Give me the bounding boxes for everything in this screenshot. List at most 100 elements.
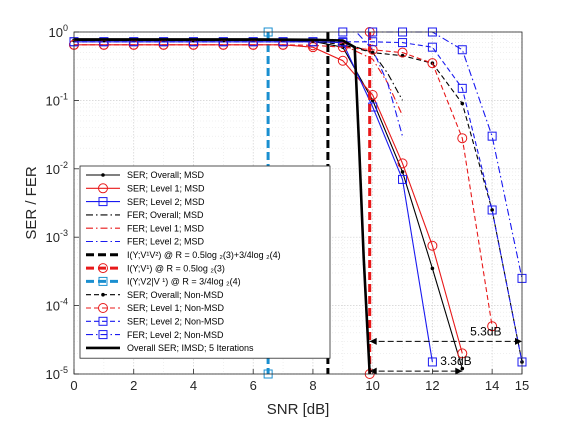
legend-label: SER; Level 1; Non-MSD [127, 303, 225, 313]
legend-label: SER; Level 2; Non-MSD [127, 317, 225, 327]
series-line [74, 38, 371, 375]
series-line [74, 44, 493, 327]
legend-entry: SER; Level 1; MSD [86, 183, 205, 194]
series-marker [248, 37, 258, 47]
series-layer [69, 27, 527, 379]
x-tick-label: 6 [250, 378, 257, 393]
annotation-arrowhead [455, 367, 463, 375]
legend-entry: FER; Level 2; MSD [86, 237, 205, 247]
annotation-label: 5.3dB [470, 324, 501, 338]
legend-label: SER; Overall; MSD [127, 170, 205, 180]
x-axis-label: SNR [dB] [267, 401, 330, 418]
series-marker [370, 50, 375, 55]
legend-label: SER; Level 1; MSD [127, 184, 205, 194]
series-marker [487, 131, 497, 141]
series-marker [427, 58, 438, 69]
legend-entry: FER; Level 2; Non-MSD [86, 330, 224, 340]
legend-entry: I(Y;V¹V²) @ R = 0.5log ₂(3)+3/4log ₂(4) [86, 250, 281, 260]
series-marker [457, 348, 468, 359]
legend-label: FER; Level 1; MSD [127, 223, 205, 233]
y-tick-label: 10-2 [46, 160, 68, 177]
y-tick-label: 10-5 [46, 365, 68, 382]
series-line [342, 42, 403, 101]
legend-entry: FER; Overall; MSD [86, 210, 204, 220]
series-marker [457, 133, 468, 144]
legend-marker [98, 197, 108, 207]
x-tick-label: 0 [70, 378, 77, 393]
legend-marker [98, 276, 108, 286]
legend-marker [98, 263, 108, 274]
legend-label: Overall SER; IMSD; 5 Iterations [127, 343, 254, 353]
series-marker [460, 366, 465, 371]
legend-entry: SER; Overall; Non-MSD [86, 290, 224, 300]
series-marker [397, 158, 408, 169]
legend-label: I(Y;V¹) @ R = 0.5log ₂(3) [127, 263, 225, 273]
legend-marker [98, 316, 108, 326]
series-marker [278, 37, 288, 47]
x-tick-label: 4 [190, 378, 197, 393]
series-marker [457, 45, 467, 55]
legend-entry: SER; Level 1; Non-MSD [86, 303, 225, 313]
annotation-arrowhead [369, 337, 377, 345]
y-tick-label: 100 [49, 23, 68, 40]
y-tick-label: 10-1 [46, 91, 68, 108]
legend-entry: SER; Overall; MSD [86, 170, 205, 180]
series-marker [367, 89, 378, 100]
series-marker [398, 174, 408, 184]
legend-marker [101, 292, 105, 297]
series-marker [308, 37, 318, 47]
legend-label: FER; Level 2; MSD [127, 237, 205, 247]
legend-label: SER; Overall; Non-MSD [127, 290, 224, 300]
x-tick-label: 8 [309, 378, 316, 393]
annotation-label: 3.3dB [440, 354, 471, 368]
x-tick-label: 2 [130, 378, 137, 393]
y-tick-label: 10-3 [46, 228, 68, 245]
legend-entry: I(Y;V¹) @ R = 0.5log ₂(3) [86, 263, 225, 273]
legend-marker [98, 330, 108, 340]
legend-label: FER; Level 2; Non-MSD [127, 330, 224, 340]
x-tick-label: 10 [365, 378, 379, 393]
series-marker [337, 42, 348, 53]
series-marker [427, 357, 437, 367]
legend-marker [98, 183, 108, 194]
series-4 [342, 44, 404, 116]
legend-marker [101, 173, 105, 177]
legend-entry: FER; Level 1; MSD [86, 223, 205, 233]
annotation-arrowhead [515, 337, 522, 345]
series-marker [457, 83, 467, 93]
legend-entry: I(Y;V2|V ¹) @ R = 3/4log ₂(4) [86, 277, 241, 287]
series-3 [342, 42, 403, 101]
series-line [74, 41, 523, 363]
series-marker [397, 47, 408, 58]
legend-label: I(Y;V¹V²) @ R = 0.5log ₂(3)+3/4log ₂(4) [127, 250, 281, 260]
legend-entry: SER; Level 2; MSD [86, 197, 205, 207]
legend-label: FER; Overall; MSD [127, 210, 204, 220]
legend-entry: SER; Level 2; Non-MSD [86, 317, 225, 327]
legend-label: I(Y;V2|V ¹) @ R = 3/4log ₂(4) [127, 277, 241, 287]
y-axis-label: SER / FER [23, 166, 40, 240]
annotation-layer: 5.3dB 3.3dB [369, 324, 522, 375]
series-marker [427, 42, 437, 52]
series-marker [400, 170, 405, 174]
legend: SER; Overall; MSD SER; Level 1; MSD SER; L… [79, 165, 331, 359]
legend-label: SER; Level 2; MSD [127, 197, 205, 207]
x-tick-label: 14 [485, 378, 499, 393]
y-tick-label: 10-4 [46, 297, 68, 314]
series-marker [218, 37, 228, 47]
series-marker [427, 240, 438, 251]
legend-entry: Overall SER; IMSD; 5 Iterations [86, 343, 254, 353]
series-marker [159, 37, 169, 47]
series-marker [398, 38, 408, 48]
plot-frame [73, 31, 523, 375]
x-tick-label: 12 [425, 378, 439, 393]
series-marker [487, 205, 497, 215]
x-tick-label: 15 [515, 378, 529, 393]
legend-marker [98, 303, 108, 313]
series-marker [188, 37, 198, 47]
series-marker [337, 55, 348, 66]
tick-layer: 100 10-1 10-2 10-3 10-4 10-50 2 4 6 8 10 12 14 15 [46, 23, 530, 393]
series-marker [129, 37, 139, 47]
legend-box [79, 165, 331, 359]
annotation-arrowhead [369, 367, 377, 375]
